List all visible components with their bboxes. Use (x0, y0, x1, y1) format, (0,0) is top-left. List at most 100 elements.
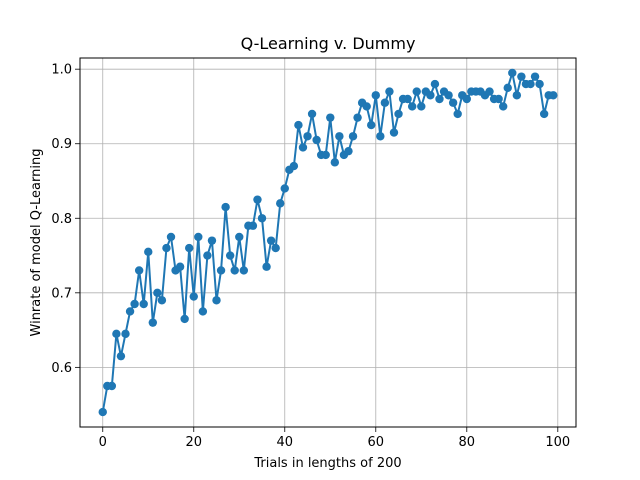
data-point (248, 221, 258, 230)
data-point (307, 109, 317, 119)
y-tick-label: 0.7 (51, 286, 72, 301)
data-point (153, 288, 162, 298)
data-point (262, 262, 271, 271)
data-point (389, 128, 399, 137)
y-tick-label: 0.9 (51, 137, 72, 152)
data-point (517, 72, 526, 81)
data-point (485, 87, 494, 96)
data-point (385, 87, 394, 96)
data-point (380, 98, 390, 107)
data-point (362, 102, 371, 111)
data-point (266, 236, 276, 245)
data-point (426, 91, 435, 100)
data-point (508, 68, 517, 78)
data-point (212, 296, 221, 305)
data-point (321, 150, 330, 160)
data-point (235, 232, 244, 242)
data-point (430, 79, 440, 89)
ticks: 0 20 40 60 80 100 0.6 0.7 0.8 0.9 1.0 (51, 63, 570, 450)
data-point (303, 132, 312, 141)
data-point (230, 266, 239, 275)
data-point (271, 243, 280, 253)
chart-title: Q-Learning v. Dummy (241, 34, 416, 53)
data-point (330, 158, 340, 167)
data-point (394, 109, 403, 119)
grid (80, 58, 576, 427)
data-point (412, 87, 421, 96)
data-point (512, 91, 522, 100)
data-point (376, 132, 385, 141)
data-point (289, 161, 299, 171)
x-tick-label: 0 (99, 435, 107, 450)
data-point (207, 236, 217, 245)
data-point (112, 329, 121, 339)
data-point (221, 202, 230, 212)
data-point (203, 251, 212, 260)
data-point (257, 214, 267, 223)
data-point (116, 351, 126, 361)
data-point (98, 407, 107, 417)
data-point (453, 109, 462, 119)
y-tick-label: 1.0 (51, 63, 72, 78)
data-point (539, 109, 549, 119)
data-point (312, 135, 321, 145)
data-point (294, 120, 303, 130)
data-point (367, 120, 376, 130)
data-point (417, 102, 426, 111)
data-point (121, 329, 130, 339)
plot-frame (79, 57, 577, 428)
data-point (216, 266, 226, 275)
x-axis-label: Trials in lengths of 200 (253, 456, 401, 471)
data-point (276, 199, 285, 208)
data-point (139, 299, 148, 309)
series-layer (98, 68, 558, 417)
y-tick-label: 0.8 (51, 212, 72, 227)
data-point (253, 195, 262, 204)
data-point (503, 83, 512, 93)
data-point (189, 292, 198, 301)
data-point (407, 102, 417, 111)
data-point (348, 132, 358, 141)
data-point (185, 243, 194, 253)
x-tick-label: 40 (276, 435, 293, 450)
data-point (526, 79, 535, 89)
data-point (157, 296, 167, 305)
data-point (535, 79, 544, 89)
data-point (353, 113, 362, 122)
y-tick-label: 0.6 (51, 361, 72, 376)
y-axis-label: Winrate of model Q-Learning (29, 149, 44, 337)
data-point (239, 266, 249, 275)
data-point (298, 143, 308, 152)
data-point (180, 314, 189, 324)
data-point (144, 247, 153, 257)
data-point (494, 94, 503, 104)
data-point (130, 299, 139, 309)
data-point (148, 318, 158, 327)
data-point (134, 266, 144, 275)
data-point (462, 94, 471, 104)
data-point (198, 307, 208, 316)
data-point (498, 102, 508, 111)
x-tick-label: 100 (545, 435, 570, 450)
data-point (175, 262, 185, 271)
data-point (530, 72, 540, 81)
data-point (335, 132, 344, 141)
data-point (448, 98, 458, 107)
data-point (326, 113, 335, 122)
data-point (166, 232, 176, 242)
data-point (371, 91, 380, 100)
data-point (435, 94, 444, 104)
x-tick-label: 20 (185, 435, 202, 450)
data-point (162, 243, 171, 253)
data-point (125, 307, 135, 316)
x-tick-label: 60 (368, 435, 385, 450)
data-point (280, 184, 289, 193)
data-point (194, 232, 203, 242)
data-point (549, 91, 558, 100)
data-point (225, 251, 235, 260)
data-point (444, 91, 453, 100)
data-point (107, 381, 117, 391)
data-point (344, 146, 353, 156)
